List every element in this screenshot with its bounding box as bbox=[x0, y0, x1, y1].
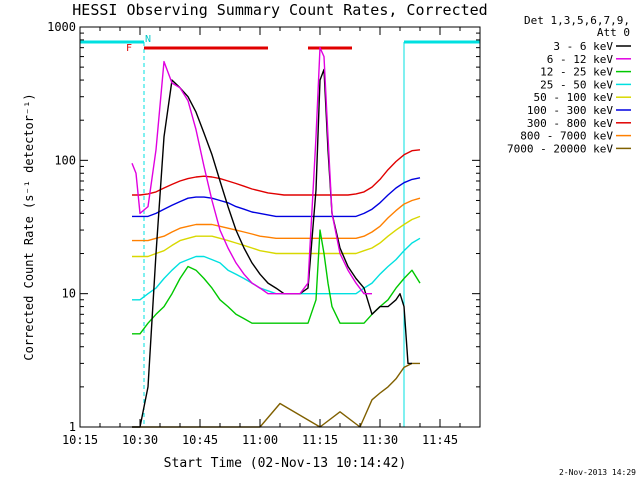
legend-label-6: 300 - 800 keV bbox=[527, 117, 613, 130]
series-line-5 bbox=[132, 177, 421, 218]
legend-label-4: 50 - 100 keV bbox=[534, 91, 614, 104]
series-line-4 bbox=[132, 215, 421, 258]
legend-label-7: 800 - 7000 keV bbox=[520, 130, 613, 143]
x-tick-label-6: 11:45 bbox=[422, 433, 458, 447]
legend-label-0: 3 - 6 keV bbox=[553, 40, 613, 53]
x-tick-label-2: 10:45 bbox=[182, 433, 218, 447]
night-intervals bbox=[79, 40, 481, 427]
y-axis-label: Corrected Count Rate (s⁻¹ detector⁻¹) bbox=[22, 93, 36, 360]
x-axis-label: Start Time (02-Nov-13 10:14:42) bbox=[164, 456, 407, 471]
legend-header-1: Det 1,3,5,6,7,9, bbox=[524, 14, 630, 27]
series-lines bbox=[131, 47, 421, 428]
plot-timestamp: 2-Nov-2013 14:29 bbox=[559, 468, 636, 477]
y-ticks: 1 10 100 1000 bbox=[47, 20, 480, 434]
y-tick-label-2: 100 bbox=[54, 153, 76, 167]
x-tick-label-5: 11:30 bbox=[362, 433, 398, 447]
x-ticks: 10:15 10:30 10:45 11:00 11:15 11:30 11:45 bbox=[62, 27, 481, 447]
y-tick-label-3: 1000 bbox=[47, 20, 76, 34]
series-line-6 bbox=[132, 149, 421, 196]
legend-label-3: 25 - 50 keV bbox=[540, 78, 613, 91]
legend-label-1: 6 - 12 keV bbox=[547, 53, 614, 66]
night-flag-label: N bbox=[145, 34, 151, 45]
flare-flag-label: F bbox=[126, 43, 132, 54]
series-line-3 bbox=[132, 237, 421, 301]
series-line-8 bbox=[132, 362, 420, 428]
x-tick-label-0: 10:15 bbox=[62, 433, 98, 447]
legend-label-2: 12 - 25 keV bbox=[540, 66, 613, 79]
plot-frame bbox=[79, 26, 481, 428]
x-tick-label-1: 10:30 bbox=[122, 433, 158, 447]
y-tick-label-1: 10 bbox=[62, 287, 76, 301]
x-tick-label-4: 11:15 bbox=[302, 433, 338, 447]
series-line-1 bbox=[131, 47, 372, 295]
chart-title: HESSI Observing Summary Count Rates, Cor… bbox=[72, 1, 487, 19]
x-tick-label-3: 11:00 bbox=[242, 433, 278, 447]
legend-label-8: 7000 - 20000 keV bbox=[507, 142, 613, 155]
legend-label-5: 100 - 300 keV bbox=[527, 104, 613, 117]
legend-header-2: Att 0 bbox=[597, 26, 630, 39]
series-line-7 bbox=[132, 197, 421, 242]
series-line-2 bbox=[132, 229, 421, 335]
y-tick-label-0: 1 bbox=[69, 420, 76, 434]
